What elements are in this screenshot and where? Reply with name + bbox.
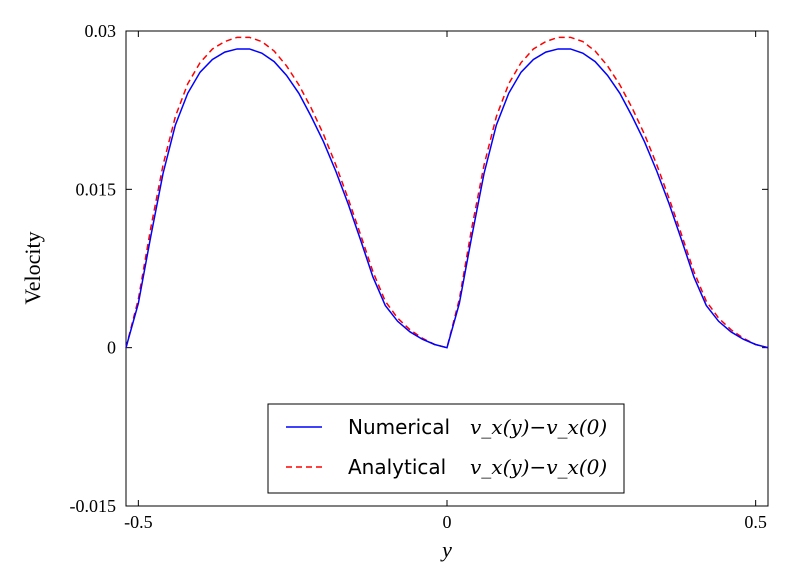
- series-line-numerical: [125, 48, 769, 349]
- x-tick-label: 0.5: [744, 512, 767, 532]
- legend-label-numerical: Numerical: [348, 415, 450, 439]
- plot-area: -0.5 0 0.5 -0.015 0 0.015 0.03: [70, 21, 769, 532]
- x-axis-title: y: [440, 537, 452, 562]
- y-tick-label: 0.03: [85, 21, 117, 41]
- x-tick-label: 0: [443, 512, 452, 532]
- legend-label-analytical: Analytical: [348, 455, 446, 479]
- y-tick-label: -0.015: [70, 496, 117, 516]
- x-tick-label: -0.5: [124, 512, 153, 532]
- series-line-analytical: [125, 36, 769, 349]
- axis-ticks: -0.5 0 0.5 -0.015 0 0.015 0.03: [70, 21, 768, 532]
- legend-math-numerical: v_x(y)−v_x(0): [470, 415, 607, 439]
- series-layer: [125, 36, 769, 349]
- legend: Numerical v_x(y)−v_x(0) Analytical v_x(y…: [267, 403, 625, 494]
- legend-box: [267, 403, 625, 494]
- legend-math-analytical: v_x(y)−v_x(0): [470, 455, 607, 479]
- y-tick-label: 0.015: [76, 179, 117, 199]
- y-axis-title: Velocity: [20, 231, 45, 304]
- y-tick-label: 0: [107, 338, 116, 358]
